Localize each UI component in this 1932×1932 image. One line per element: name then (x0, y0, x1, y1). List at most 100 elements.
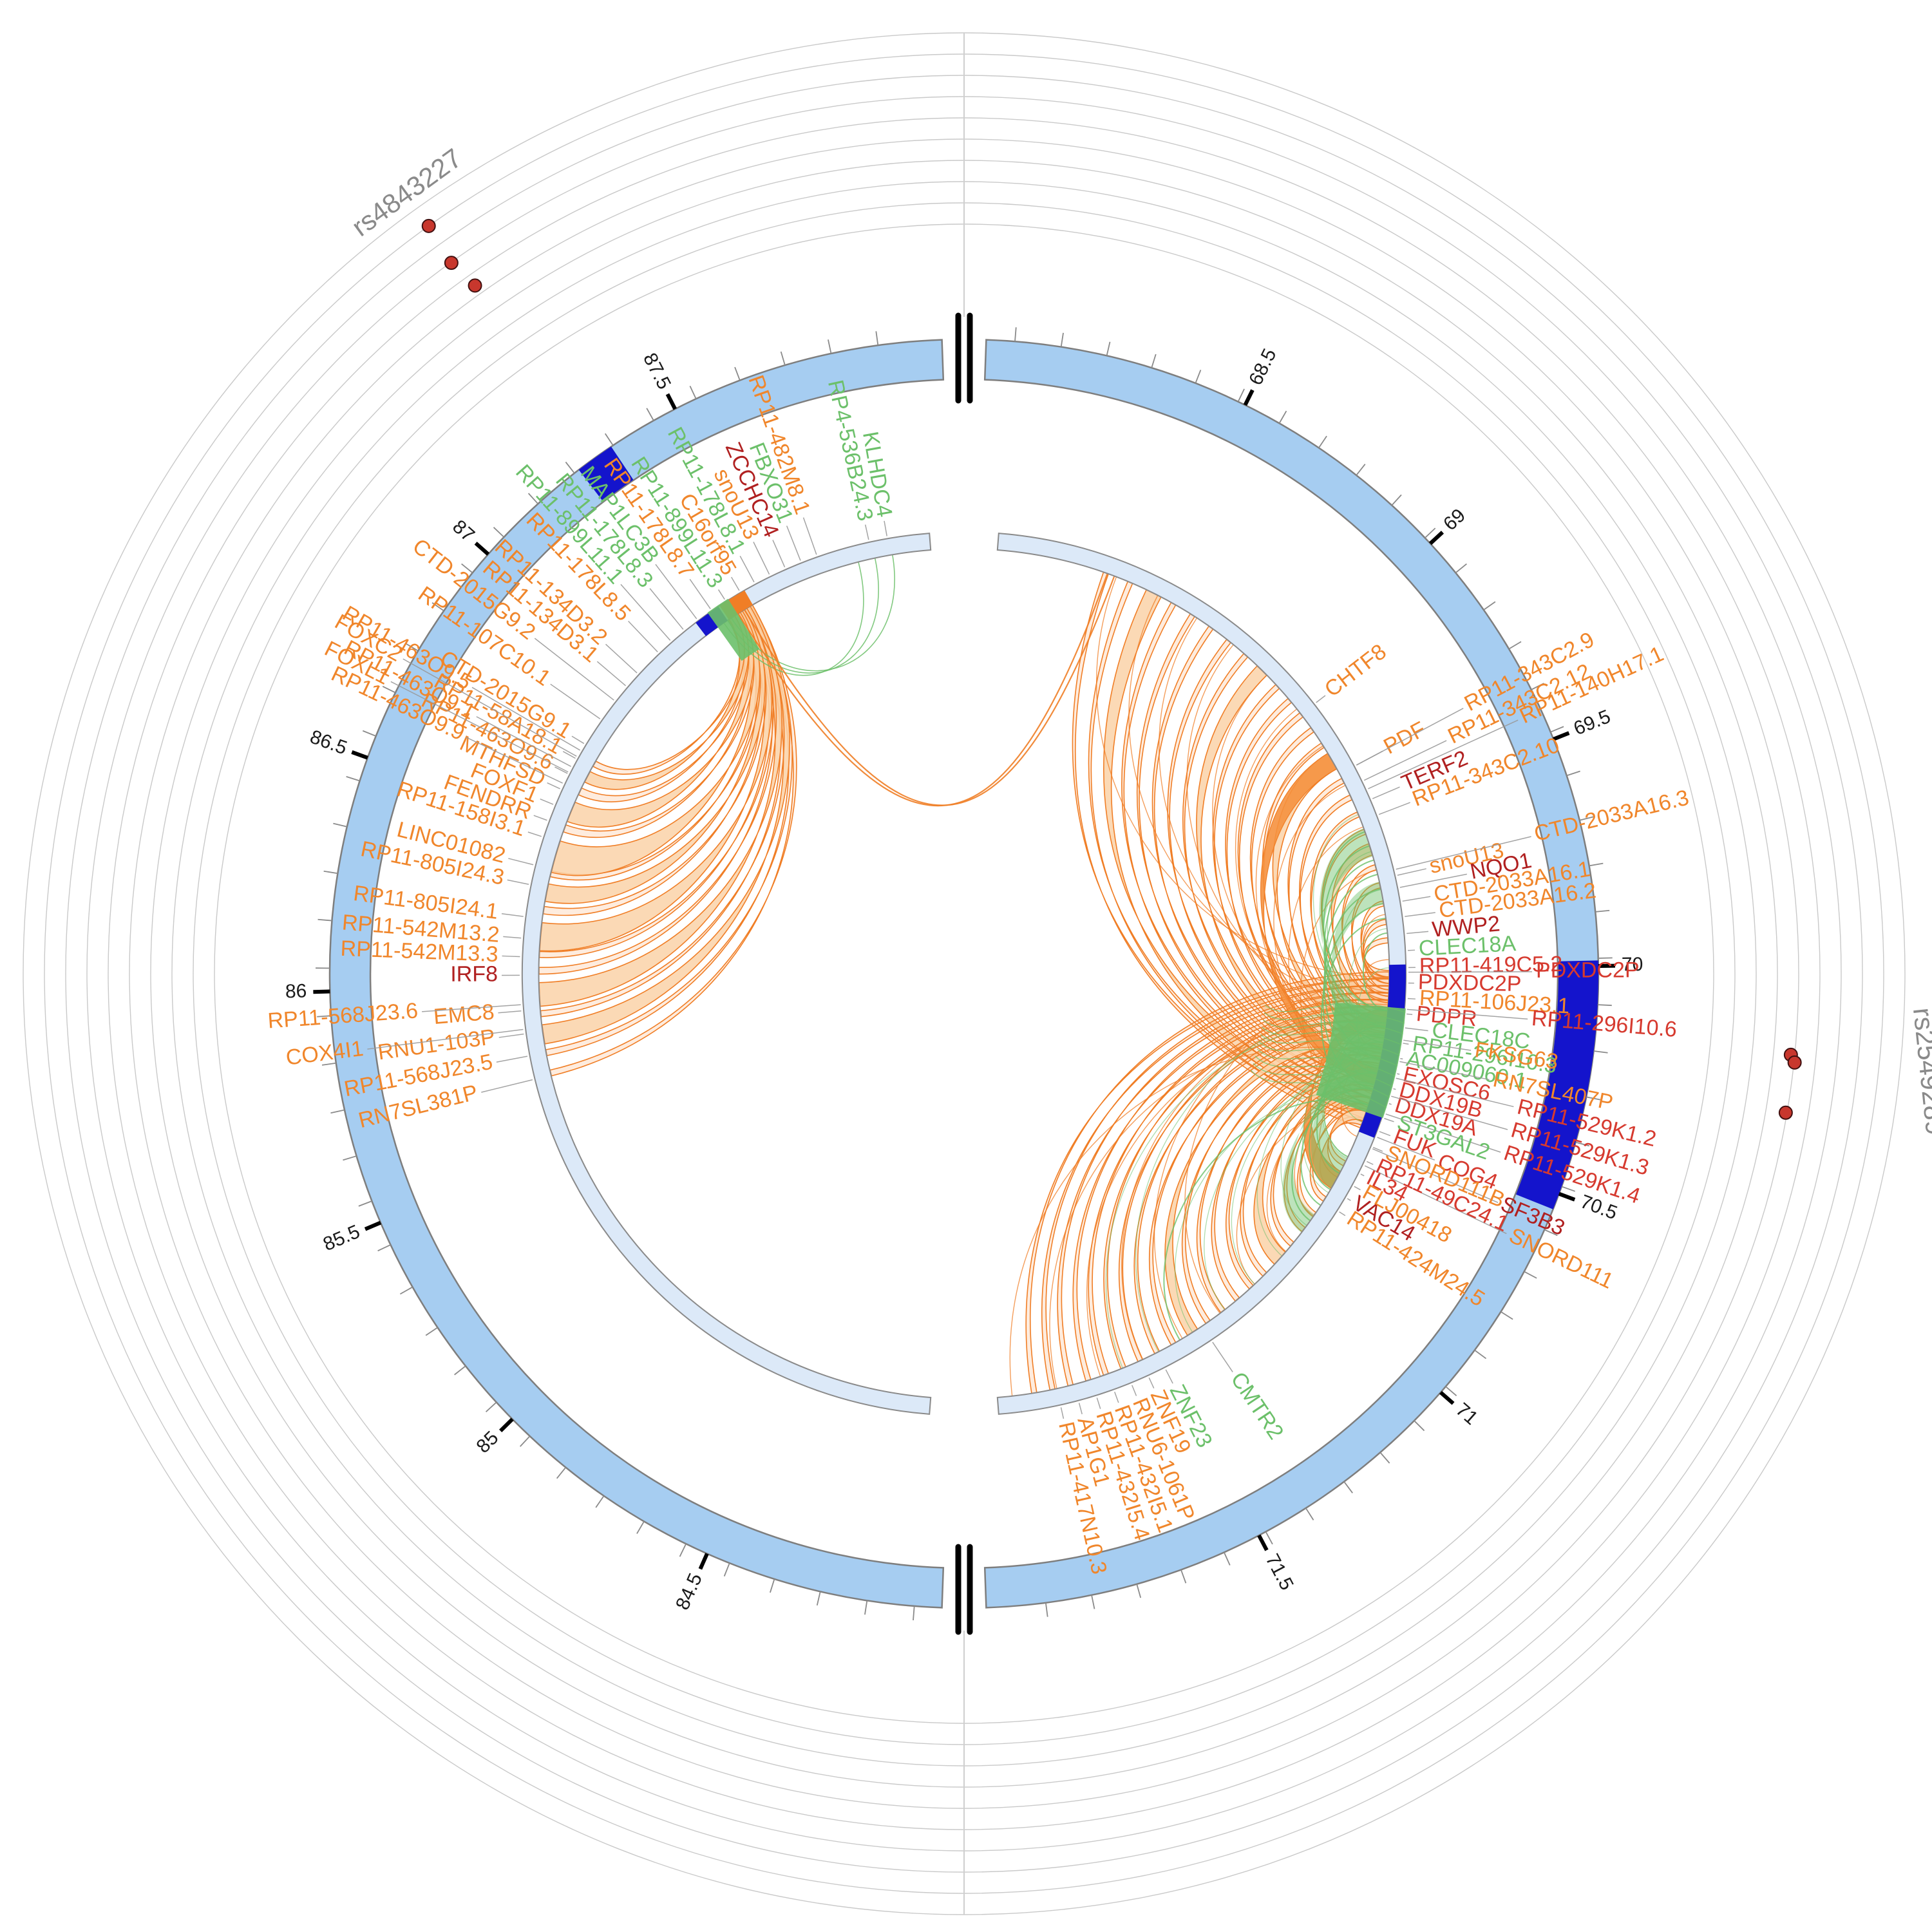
gene-leader-line (1379, 1131, 1391, 1137)
minor-tick (405, 643, 419, 652)
gene-leader-line (1354, 1186, 1361, 1191)
gene-leader-line (1347, 1198, 1351, 1201)
minor-tick (1593, 1050, 1608, 1054)
gene-label: RP11-296I10.6 (1531, 1006, 1678, 1042)
gene-leader-line (547, 782, 560, 790)
green-strand-texture (1256, 1048, 1396, 1077)
gene-leader-line (507, 879, 529, 885)
minor-tick (1561, 1186, 1575, 1192)
gene-leader-line (527, 831, 542, 837)
gene-leader-line (533, 815, 547, 821)
gene-leader-line (864, 524, 869, 540)
gene-leader-line (1385, 1113, 1501, 1153)
tick-label: 87 (448, 516, 478, 546)
inner-band-left (521, 533, 932, 1415)
link-strand-orange (1184, 977, 1390, 1314)
snp-dot (468, 278, 482, 293)
gene-leader-line (496, 1056, 528, 1063)
tick-label: 86 (285, 980, 307, 1002)
minor-tick (399, 1286, 413, 1295)
minor-tick (1586, 1096, 1600, 1101)
minor-tick (1180, 1569, 1187, 1584)
minor-tick (1045, 1602, 1048, 1617)
gene-leader-line (422, 1004, 521, 1012)
minor-tick (1575, 1141, 1590, 1147)
gene-leader-line (1399, 873, 1467, 888)
major-tick (1439, 1390, 1455, 1405)
highlight-region-outer (1516, 960, 1599, 1209)
gene-leader-line (628, 621, 658, 652)
major-tick (474, 542, 490, 556)
gene-leader-line (1406, 931, 1429, 934)
minor-tick (1237, 388, 1245, 402)
gene-leader-line (1405, 1027, 1428, 1032)
gene-leader-line (1132, 1385, 1137, 1396)
minor-tick (723, 1562, 730, 1577)
minor-tick (1343, 1481, 1353, 1493)
gene-leader-line (471, 687, 581, 751)
green-strand-texture (1253, 1063, 1390, 1098)
minor-tick (1278, 410, 1287, 424)
snp-label-rs4843227: rs4843227 (346, 142, 467, 242)
gene-label: RP11-568J23.6 (267, 998, 419, 1033)
gene-label: EMC8 (433, 999, 495, 1029)
gene-leader-line (1212, 1341, 1233, 1372)
green-strand-texture (1265, 1003, 1406, 1013)
tick-label: 71.5 (1261, 1551, 1297, 1594)
gene-leader-line (1384, 1117, 1394, 1122)
gene-leader-line (1372, 1146, 1383, 1152)
gene-leader-line (1356, 708, 1464, 766)
minor-tick (770, 1578, 775, 1593)
inner-band-right (996, 533, 1407, 1415)
minor-tick (1544, 1229, 1558, 1236)
minor-tick (1531, 683, 1544, 690)
minor-tick (1425, 527, 1436, 538)
gene-leader-line (1402, 896, 1431, 902)
link-strand-green (730, 554, 895, 672)
gene-leader-line (498, 1010, 522, 1014)
major-tick (499, 1417, 514, 1433)
green-bundle-blob (1316, 1003, 1406, 1118)
minor-tick (1474, 1349, 1487, 1359)
minor-tick (1508, 641, 1522, 650)
minor-tick (1356, 464, 1366, 476)
link-strand-orange (1009, 1046, 1382, 1396)
gene-leader-line (1148, 1378, 1155, 1389)
minor-tick (828, 339, 832, 354)
minor-tick (1060, 332, 1064, 347)
tick-label: 87.5 (639, 350, 675, 393)
gene-leader-line (390, 681, 569, 773)
minor-tick (1223, 1552, 1231, 1566)
gene-leader-line (1393, 1088, 1396, 1090)
link-strand-green (1163, 1099, 1369, 1341)
tick-label: 70 (1622, 954, 1643, 975)
link-cross-orange (744, 576, 1115, 806)
gene-label: RP11-542M13.3 (340, 936, 498, 967)
gene-leader-line (540, 798, 554, 805)
major-tick (1558, 1191, 1576, 1202)
minor-tick (604, 433, 614, 446)
minor-tick (689, 385, 697, 399)
minor-tick (425, 1327, 438, 1336)
minor-tick (1566, 770, 1580, 777)
minor-tick (461, 563, 473, 574)
gene-label: CLEC18A (1418, 931, 1517, 961)
minor-tick (913, 1605, 915, 1620)
gene-leader-line (753, 542, 770, 575)
minor-tick (1414, 1420, 1425, 1432)
snp-dot (1787, 1055, 1802, 1070)
gene-leader-line (649, 588, 684, 630)
gene-leader-line (1378, 802, 1410, 815)
minor-tick (780, 351, 786, 366)
snp-dot (1778, 1105, 1793, 1120)
tick-label: 84.5 (672, 1570, 706, 1613)
tick-label: 71 (1452, 1399, 1482, 1429)
gene-leader-line (503, 936, 522, 939)
gene-label: PDPR (1416, 1001, 1479, 1031)
gene-leader-line (1316, 695, 1326, 703)
gene-leader-line (508, 858, 534, 866)
gene-leader-line (1408, 949, 1416, 951)
minor-tick (527, 493, 539, 504)
gene-leader-line (1406, 1013, 1413, 1016)
